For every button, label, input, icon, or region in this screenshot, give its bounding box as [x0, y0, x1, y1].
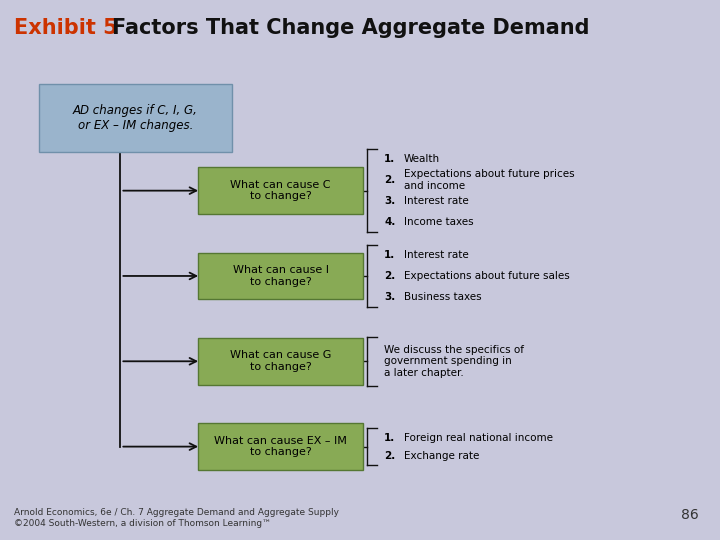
- Text: 1.: 1.: [384, 433, 395, 443]
- Text: Wealth: Wealth: [403, 154, 440, 165]
- Text: Arnold Economics, 6e / Ch. 7 Aggregate Demand and Aggregate Supply
©2004 South-W: Arnold Economics, 6e / Ch. 7 Aggregate D…: [14, 509, 339, 528]
- Text: What can cause EX – IM
to change?: What can cause EX – IM to change?: [214, 436, 347, 457]
- FancyBboxPatch shape: [197, 423, 364, 470]
- Text: 1.: 1.: [384, 251, 395, 260]
- Text: What can cause I
to change?: What can cause I to change?: [233, 265, 328, 287]
- Text: Factors That Change Aggregate Demand: Factors That Change Aggregate Demand: [112, 18, 589, 38]
- Text: 2.: 2.: [384, 271, 395, 281]
- Text: Income taxes: Income taxes: [403, 217, 473, 227]
- Text: 4.: 4.: [384, 217, 395, 227]
- Text: 1.: 1.: [384, 154, 395, 165]
- FancyBboxPatch shape: [197, 167, 364, 214]
- Text: What can cause C
to change?: What can cause C to change?: [230, 180, 330, 201]
- Text: Exhibit 5: Exhibit 5: [14, 18, 118, 38]
- Text: We discuss the specifics of
government spending in
a later chapter.: We discuss the specifics of government s…: [384, 345, 524, 378]
- Text: Business taxes: Business taxes: [403, 292, 481, 301]
- Text: Interest rate: Interest rate: [403, 251, 468, 260]
- Text: AD changes if C, I, G,
or EX – IM changes.: AD changes if C, I, G, or EX – IM change…: [73, 104, 198, 132]
- Text: 2.: 2.: [384, 176, 395, 185]
- Text: 86: 86: [680, 509, 698, 522]
- FancyBboxPatch shape: [197, 338, 364, 384]
- Text: What can cause G
to change?: What can cause G to change?: [230, 350, 331, 372]
- Text: Foreign real national income: Foreign real national income: [403, 433, 552, 443]
- Text: Exchange rate: Exchange rate: [403, 451, 479, 461]
- Text: 2.: 2.: [384, 451, 395, 461]
- FancyBboxPatch shape: [197, 253, 364, 299]
- Text: 3.: 3.: [384, 292, 395, 301]
- FancyBboxPatch shape: [39, 84, 232, 152]
- Text: Interest rate: Interest rate: [403, 196, 468, 206]
- Text: Expectations about future sales: Expectations about future sales: [403, 271, 570, 281]
- Text: 3.: 3.: [384, 196, 395, 206]
- Text: Expectations about future prices
and income: Expectations about future prices and inc…: [403, 170, 574, 191]
